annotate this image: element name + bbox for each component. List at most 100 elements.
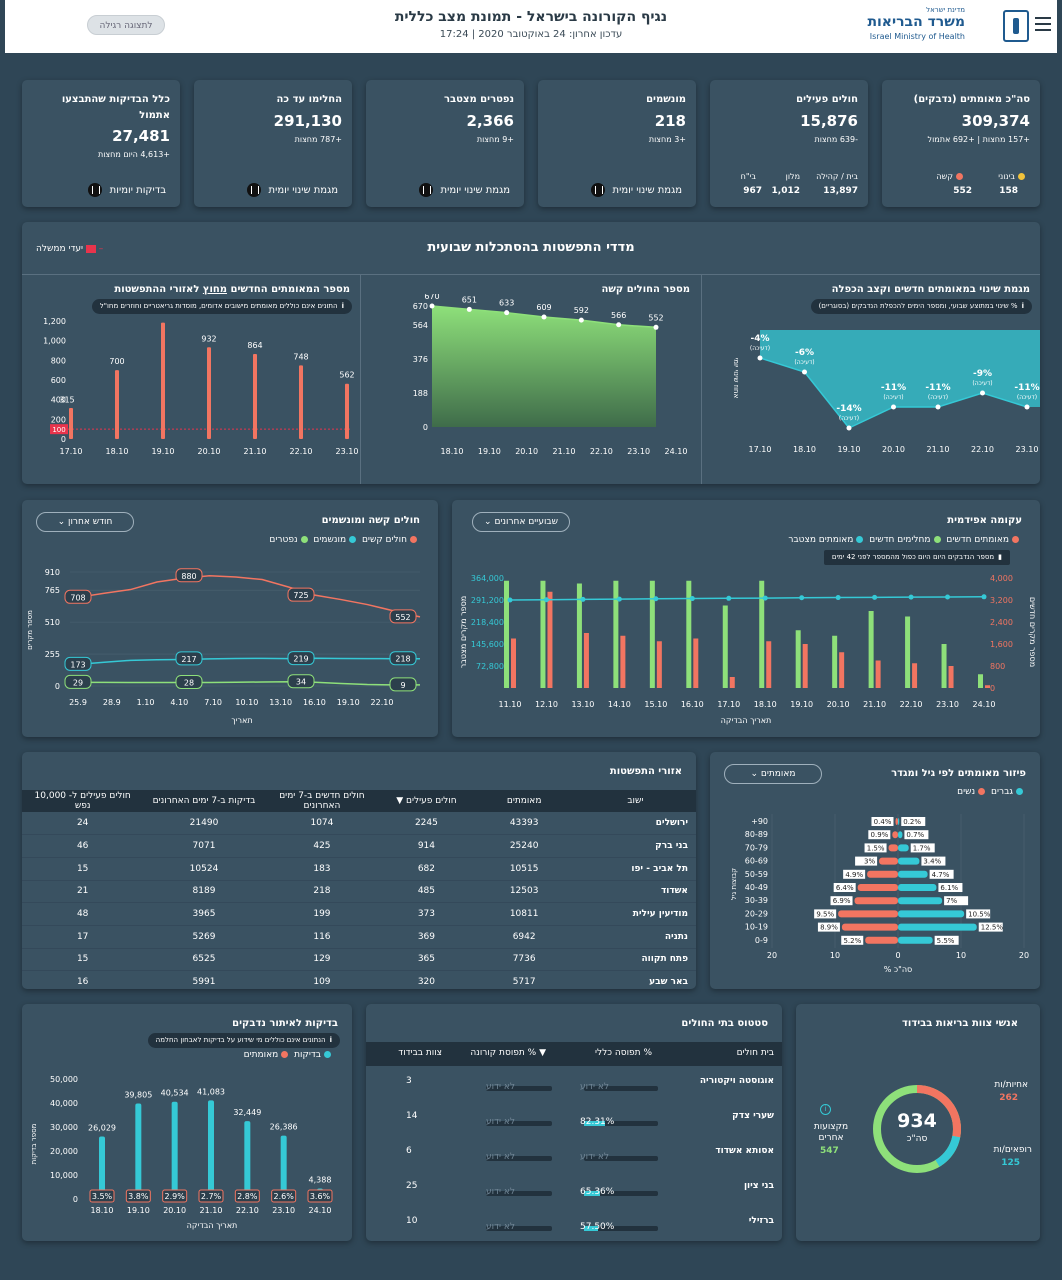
corona-occupancy-track <box>486 1226 552 1231</box>
table-cell: 24 <box>22 812 144 836</box>
cumulative-line <box>509 596 985 601</box>
epi-note: ▮מספר הנדבקים היום היום כפול מהמספר לפני… <box>823 550 1010 565</box>
women-bar <box>838 910 898 918</box>
men-bar <box>898 936 933 944</box>
column-header[interactable]: חולים פעילים ל- 10,000 נפש <box>22 790 144 812</box>
severe-callout-label: 725 <box>293 591 308 600</box>
hotel-value: 1,012 <box>771 186 800 196</box>
table-cell: 425 <box>264 834 380 858</box>
y-right-tick-label: 800 <box>990 662 1005 671</box>
tests-bar <box>171 1101 178 1199</box>
occupancy-bar-fill <box>584 1121 605 1126</box>
x-tick-label: 23.10 <box>1016 445 1039 454</box>
women-value: 0.9% <box>871 831 889 839</box>
men-label-bg <box>901 817 926 826</box>
column-header[interactable]: ישוב <box>574 790 696 812</box>
regular-view-button[interactable]: לתצוגה רגילה <box>87 15 165 35</box>
table-cell: 10515 <box>473 857 575 881</box>
info-icon: i <box>1021 302 1024 310</box>
x-axis-label: % סה"כ <box>884 965 912 974</box>
new-cases-bar <box>511 638 516 688</box>
x-tick-label: 28.9 <box>103 698 121 707</box>
severe-callout-label: 552 <box>395 613 410 622</box>
severe-callout-box <box>287 587 315 602</box>
column-header[interactable]: % תפוסה כללי <box>595 1048 652 1058</box>
new-cases-bar <box>839 652 845 688</box>
table-row: ירושלים 43393 2245 1074 21490 24 <box>22 812 696 836</box>
column-header[interactable]: חולים פעילים ▼ <box>379 790 474 812</box>
x-tick-label: 21.10 <box>863 700 886 709</box>
trend-point <box>802 369 807 375</box>
tracing-tests-card: בדיקות לאיתור נדבקים iהנתונים אינם כוללי… <box>22 1004 352 1241</box>
hosp-value: 967 <box>743 186 762 196</box>
severe-dot-icon <box>956 173 963 180</box>
info-icon[interactable]: i <box>820 1104 831 1115</box>
women-value: 5.2% <box>843 937 861 945</box>
y-right-tick-label: 4,000 <box>990 574 1013 583</box>
table-cell: 48 <box>22 902 144 926</box>
epi-period-dropdown[interactable]: שבועיים אחרונים ⌄ <box>472 512 570 532</box>
daily-trend-link[interactable]: מגמת שינוי יומית <box>247 183 338 197</box>
period-dropdown[interactable]: חודש אחרון ⌄ <box>36 512 134 532</box>
corona-occupancy-track <box>486 1121 552 1126</box>
men-value: 6.1% <box>940 884 958 892</box>
column-header[interactable]: בית חולים <box>736 1048 774 1058</box>
mild-dot-icon <box>1018 173 1025 180</box>
x-tick-label: 23.10 <box>627 447 650 456</box>
age-metric-dropdown[interactable]: מאומתים ⌄ <box>724 764 822 784</box>
men-bar <box>898 870 928 878</box>
cumulative-point <box>762 595 768 601</box>
daily-trend-link[interactable]: מגמת שינוי יומית <box>419 183 510 197</box>
table-cell: 7736 <box>473 948 575 972</box>
column-header[interactable]: ▼ % תפוסת קורונה <box>470 1048 546 1058</box>
kpi-title: סה"כ מאומתים (נדבקים) <box>913 94 1030 105</box>
moh-emblem-icon <box>1003 10 1029 42</box>
y-axis-label: קבוצות גיל <box>730 868 738 900</box>
kpi-title: מונשמים <box>646 94 686 105</box>
x-tick-label: 21.10 <box>927 445 950 454</box>
x-tick-label: 22.10 <box>590 447 613 456</box>
data-label: 562 <box>339 371 354 380</box>
table-cell: 3965 <box>143 902 265 926</box>
men-label-bg <box>904 830 929 840</box>
corona-occupancy-value: לא ידוע <box>486 1117 516 1127</box>
table-row: פתח תקווה 7736 365 129 6525 15 <box>22 948 696 972</box>
kpi-value: 27,481 <box>112 127 170 145</box>
trend-point <box>1024 404 1030 410</box>
epidemic-curve-chart: 72,800 145,600 218,400 291,200 364,000 0 800 1,… <box>459 574 1037 725</box>
recovered-bar <box>941 644 947 688</box>
data-label: 4,388 <box>309 1175 332 1184</box>
women-label-bg <box>864 843 887 853</box>
x-tick-label: 17.10 <box>717 700 740 709</box>
table-cell: 682 <box>379 857 474 881</box>
trend-point <box>757 355 763 361</box>
recovered-bar <box>613 580 619 688</box>
age-group-label: 20-29 <box>745 909 768 918</box>
kpi-delta: +4,613 היום מחצות <box>97 150 170 159</box>
column-header[interactable]: בדיקות ב-7 ימים האחרונים <box>143 790 265 812</box>
daily-tests-link[interactable]: בדיקות יומיות <box>88 183 166 197</box>
daily-trend-link[interactable]: מגמת שינוי יומית <box>591 183 682 197</box>
hamburger-menu-icon[interactable] <box>1035 17 1051 31</box>
recovered-bar <box>978 674 983 688</box>
table-cell: 21490 <box>143 812 265 836</box>
government-goals-legend[interactable]: יעדי ממשלה – <box>36 244 104 254</box>
y-tick-label: 200 <box>51 415 66 424</box>
kpi-title: כלל הבדיקות שהתבצעו אתמול <box>61 94 170 121</box>
ventilated-callout-box <box>64 656 92 671</box>
column-header[interactable]: חולים חדשים ב-7 ימים האחרונים <box>264 790 380 812</box>
column-header[interactable]: צוות בבידוד <box>398 1048 442 1058</box>
tests-bar <box>99 1136 105 1199</box>
staff-isolation-card: אנשי צוות בריאות בבידוד 934 סה"כ אחיות/ו… <box>796 1004 1040 1241</box>
staff-total-label: סה"כ <box>906 1134 928 1144</box>
occupancy-bar-track <box>584 1191 658 1196</box>
table-row: בני ברק 25240 914 425 7071 46 <box>22 834 696 858</box>
x-tick-label: 0 <box>895 951 900 960</box>
bar-chart-icon <box>591 183 606 197</box>
x-tick-label: 20 <box>1019 951 1029 960</box>
bar <box>161 322 165 439</box>
severe-point <box>429 303 435 309</box>
column-header[interactable]: מאומתים <box>473 790 575 812</box>
x-tick-label: 21.10 <box>553 447 576 456</box>
table-cell: 6525 <box>143 948 265 972</box>
